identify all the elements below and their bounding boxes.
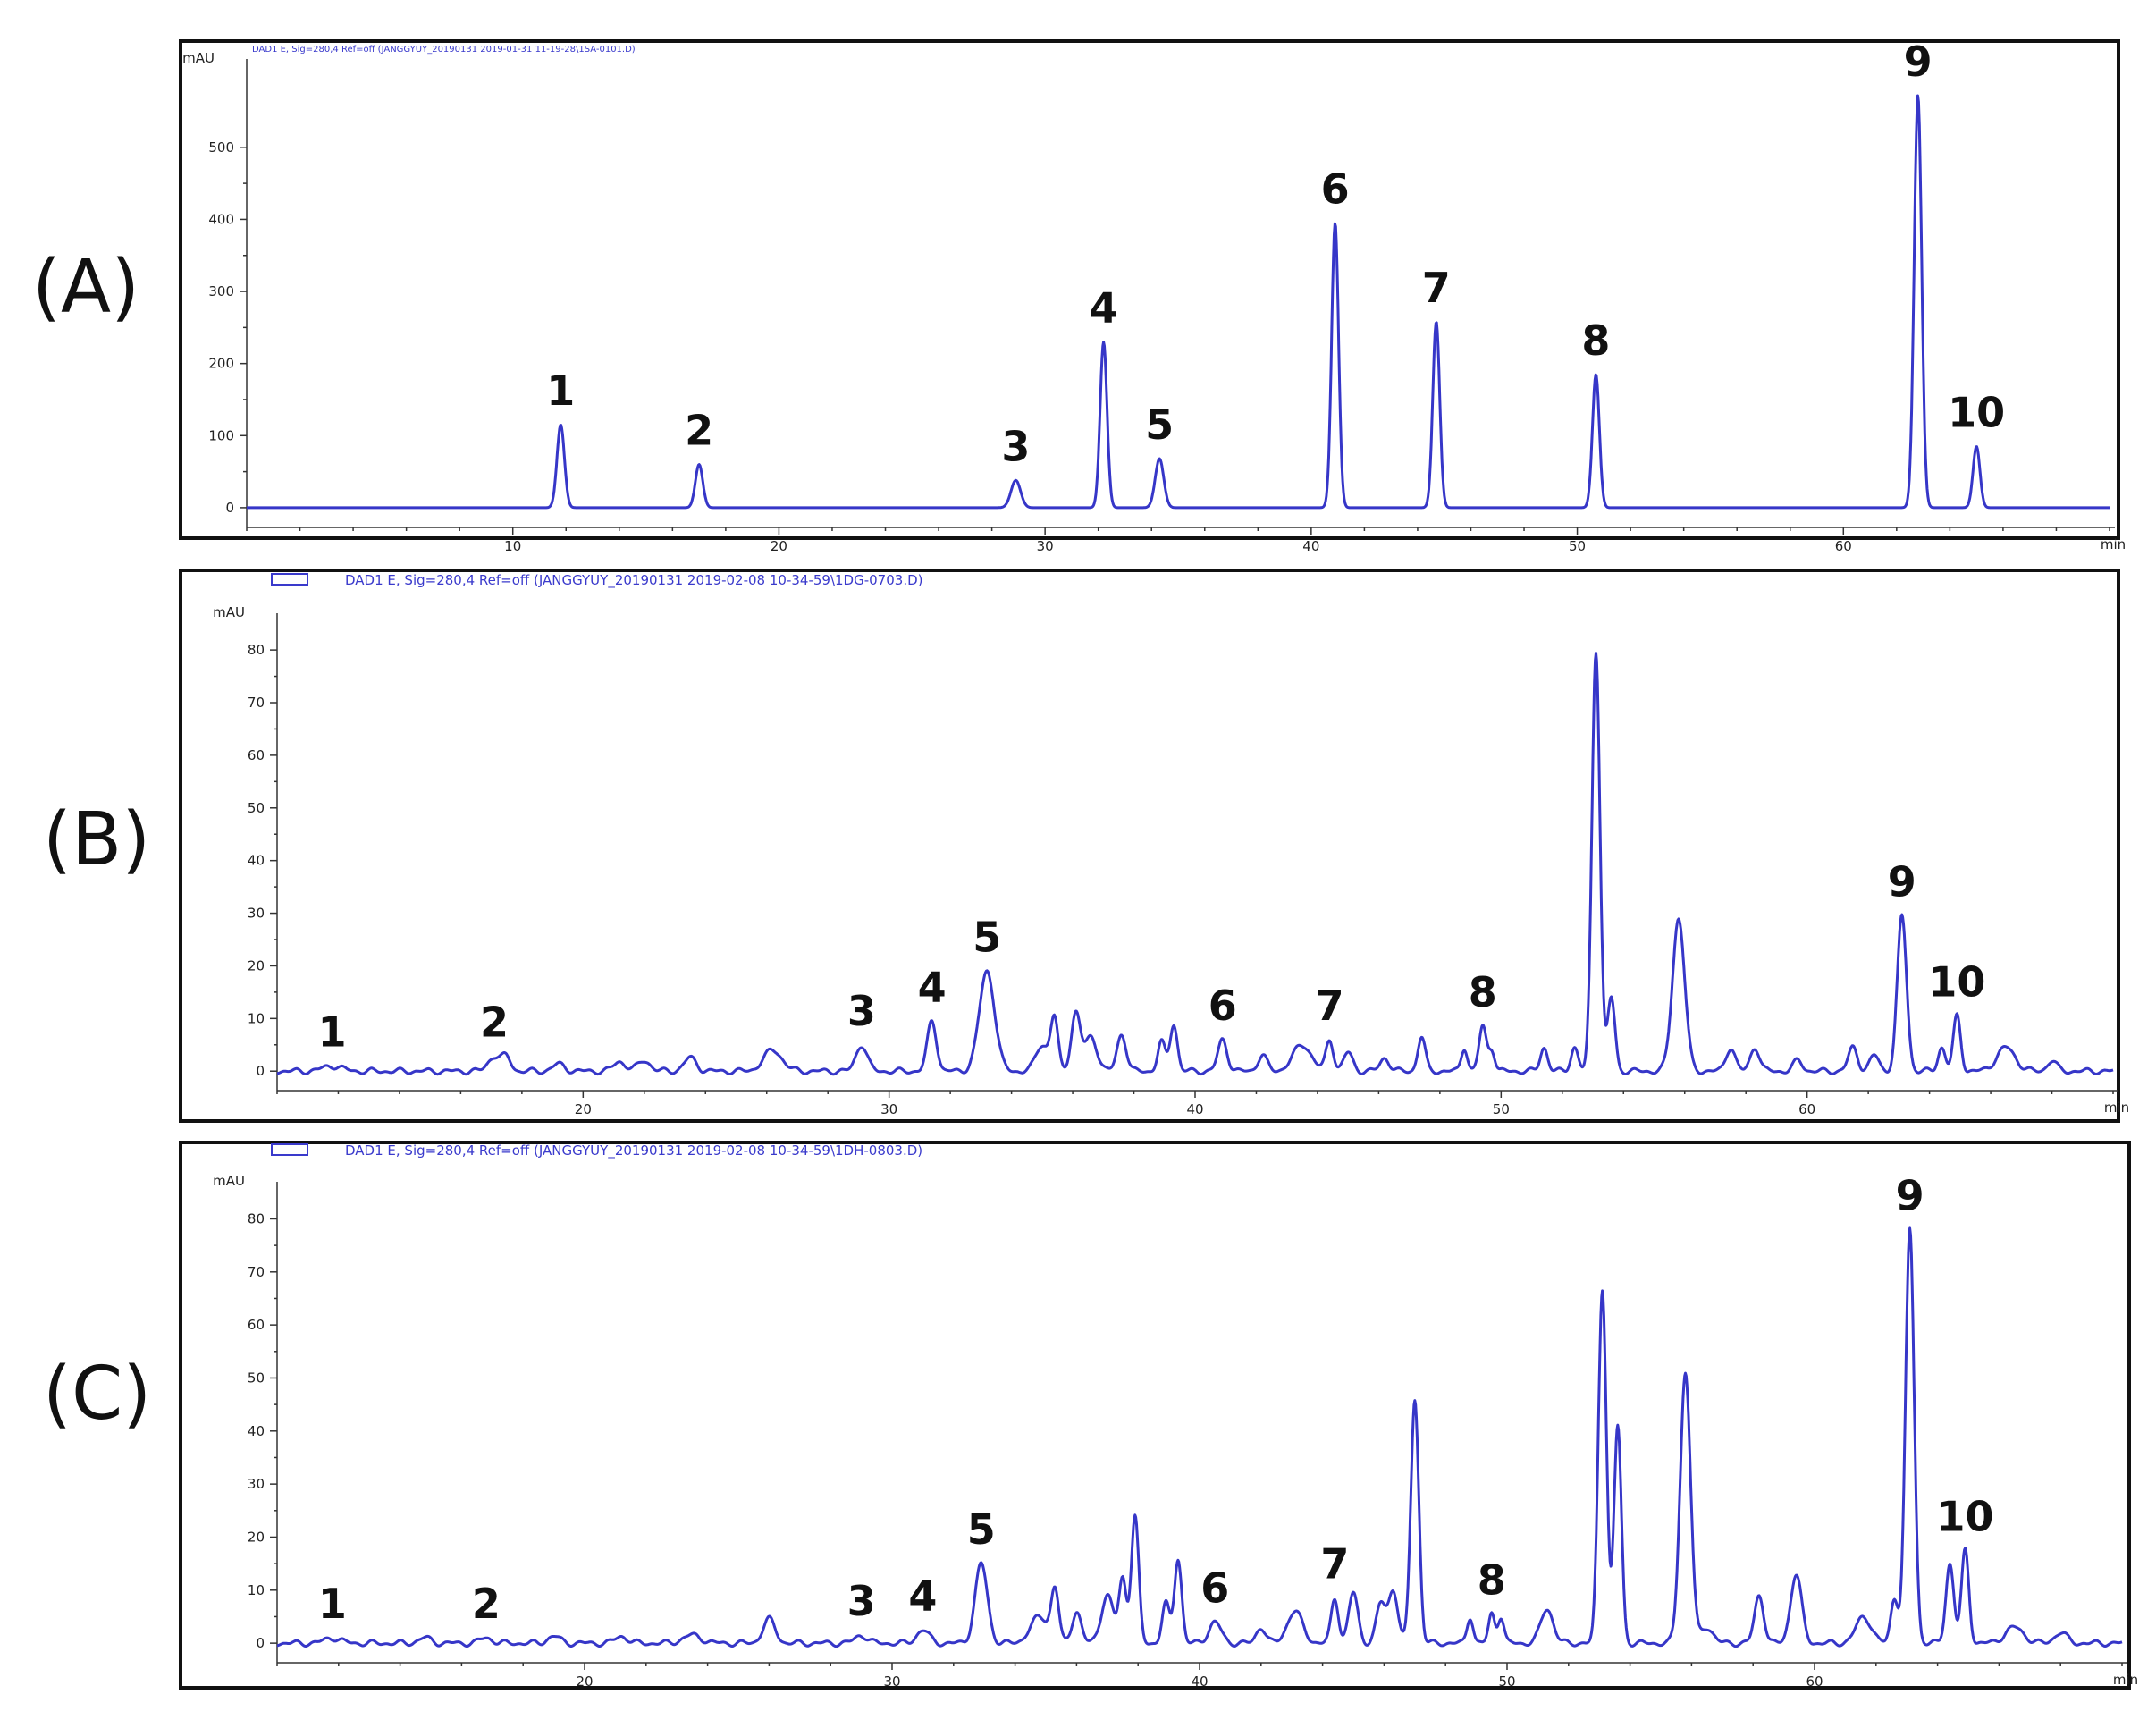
x-tick-label: 50: [1493, 1101, 1510, 1117]
y-tick-label: 60: [248, 1317, 265, 1333]
chromatogram-frame-b: [179, 569, 2120, 1123]
y-tick-label: 80: [248, 642, 265, 658]
y-tick-label: 60: [248, 747, 265, 763]
x-tick-label: 50: [1569, 538, 1586, 554]
y-tick-label: 10: [248, 1582, 265, 1598]
x-axis-label: min: [2101, 536, 2126, 552]
peak-label-7: 7: [1320, 1540, 1349, 1589]
y-tick-label: 80: [248, 1210, 265, 1226]
peak-label-8: 8: [1581, 316, 1610, 365]
peak-label-3: 3: [847, 987, 876, 1035]
y-tick-label: 0: [256, 1635, 265, 1651]
peak-label-5: 5: [973, 913, 1001, 961]
y-tick-label: 0: [256, 1063, 265, 1079]
x-tick-label: 30: [880, 1101, 897, 1117]
chromatogram-trace: [246, 94, 2110, 510]
y-tick-label: 50: [248, 1370, 265, 1386]
y-tick-label: 30: [248, 1476, 265, 1492]
peak-label-10: 10: [1948, 388, 2005, 436]
panel-label-b: (B): [43, 797, 151, 882]
y-tick-label: 70: [248, 695, 265, 711]
peak-label-9: 9: [1904, 38, 1933, 86]
chromatogram-trace: [276, 1226, 2123, 1648]
x-tick-label: 20: [575, 1101, 592, 1117]
x-tick-label: 30: [883, 1673, 900, 1690]
y-tick-label: 40: [248, 853, 265, 869]
chromatogram-a-group: DAD1 E, Sig=280,4 Ref=off (JANGGYUY_2019…: [182, 38, 2126, 554]
y-tick-label: 100: [208, 427, 234, 443]
peak-label-7: 7: [1316, 982, 1344, 1030]
peak-label-2: 2: [480, 999, 509, 1047]
y-axis-label: mAU: [182, 50, 215, 66]
chromatogram-b-group: DAD1 E, Sig=280,4 Ref=off (JANGGYUY_2019…: [213, 572, 2129, 1117]
chromatogram-header: DAD1 E, Sig=280,4 Ref=off (JANGGYUY_2019…: [345, 1142, 922, 1159]
y-tick-label: 20: [248, 1529, 265, 1545]
chromatogram-c-group: DAD1 E, Sig=280,4 Ref=off (JANGGYUY_2019…: [213, 1142, 2138, 1690]
x-tick-label: 40: [1186, 1101, 1203, 1117]
y-tick-label: 300: [208, 283, 234, 299]
x-tick-label: 20: [771, 538, 787, 554]
peak-label-2: 2: [472, 1580, 501, 1628]
y-tick-label: 70: [248, 1264, 265, 1280]
y-tick-label: 20: [248, 957, 265, 974]
y-tick-label: 200: [208, 356, 234, 372]
y-tick-label: 50: [248, 800, 265, 816]
peak-label-4: 4: [918, 963, 947, 1011]
panel-label-a: (A): [32, 245, 140, 330]
peak-label-5: 5: [1145, 400, 1174, 449]
x-axis-label: min: [2104, 1100, 2129, 1116]
peak-label-10: 10: [1937, 1492, 1994, 1540]
peak-label-6: 6: [1321, 164, 1350, 213]
peak-label-5: 5: [967, 1505, 996, 1554]
chromatogram-header: DAD1 E, Sig=280,4 Ref=off (JANGGYUY_2019…: [252, 45, 636, 55]
peak-label-1: 1: [318, 1580, 347, 1628]
x-axis-label: min: [2113, 1672, 2138, 1688]
x-tick-label: 40: [1191, 1673, 1208, 1690]
peak-label-6: 6: [1200, 1564, 1229, 1612]
chromatogram-trace: [276, 652, 2114, 1076]
y-tick-label: 0: [225, 500, 234, 516]
peak-label-1: 1: [318, 1007, 347, 1056]
legend-swatch: [271, 573, 308, 586]
chromatogram-frame-a: [179, 39, 2120, 540]
peak-label-2: 2: [685, 407, 713, 455]
peak-label-7: 7: [1422, 264, 1451, 312]
x-tick-label: 50: [1498, 1673, 1515, 1690]
x-tick-label: 20: [576, 1673, 593, 1690]
chromatogram-header: DAD1 E, Sig=280,4 Ref=off (JANGGYUY_2019…: [345, 572, 923, 589]
x-tick-label: 30: [1037, 538, 1054, 554]
x-tick-label: 60: [1798, 1101, 1815, 1117]
peak-label-10: 10: [1928, 957, 1985, 1006]
peak-label-4: 4: [1090, 283, 1118, 332]
peak-label-3: 3: [1001, 422, 1030, 470]
y-tick-label: 40: [248, 1423, 265, 1439]
y-tick-label: 30: [248, 906, 265, 922]
peak-label-1: 1: [546, 367, 575, 415]
peak-label-8: 8: [1478, 1556, 1506, 1605]
y-axis-label: mAU: [213, 604, 245, 620]
peak-label-9: 9: [1888, 858, 1916, 906]
peak-label-8: 8: [1469, 968, 1497, 1016]
legend-swatch: [271, 1143, 308, 1156]
panel-label-c: (C): [43, 1352, 152, 1437]
x-tick-label: 10: [504, 538, 521, 554]
y-tick-label: 10: [248, 1010, 265, 1026]
chromatogram-frame-c: [179, 1141, 2131, 1690]
y-tick-label: 400: [208, 211, 234, 227]
y-axis-label: mAU: [213, 1173, 245, 1189]
peak-label-4: 4: [908, 1572, 937, 1620]
y-tick-label: 500: [208, 139, 234, 156]
x-tick-label: 40: [1302, 538, 1319, 554]
peak-label-9: 9: [1896, 1171, 1924, 1219]
peak-label-6: 6: [1209, 982, 1237, 1030]
x-tick-label: 60: [1806, 1673, 1823, 1690]
peak-label-3: 3: [847, 1577, 876, 1625]
x-tick-label: 60: [1835, 538, 1852, 554]
